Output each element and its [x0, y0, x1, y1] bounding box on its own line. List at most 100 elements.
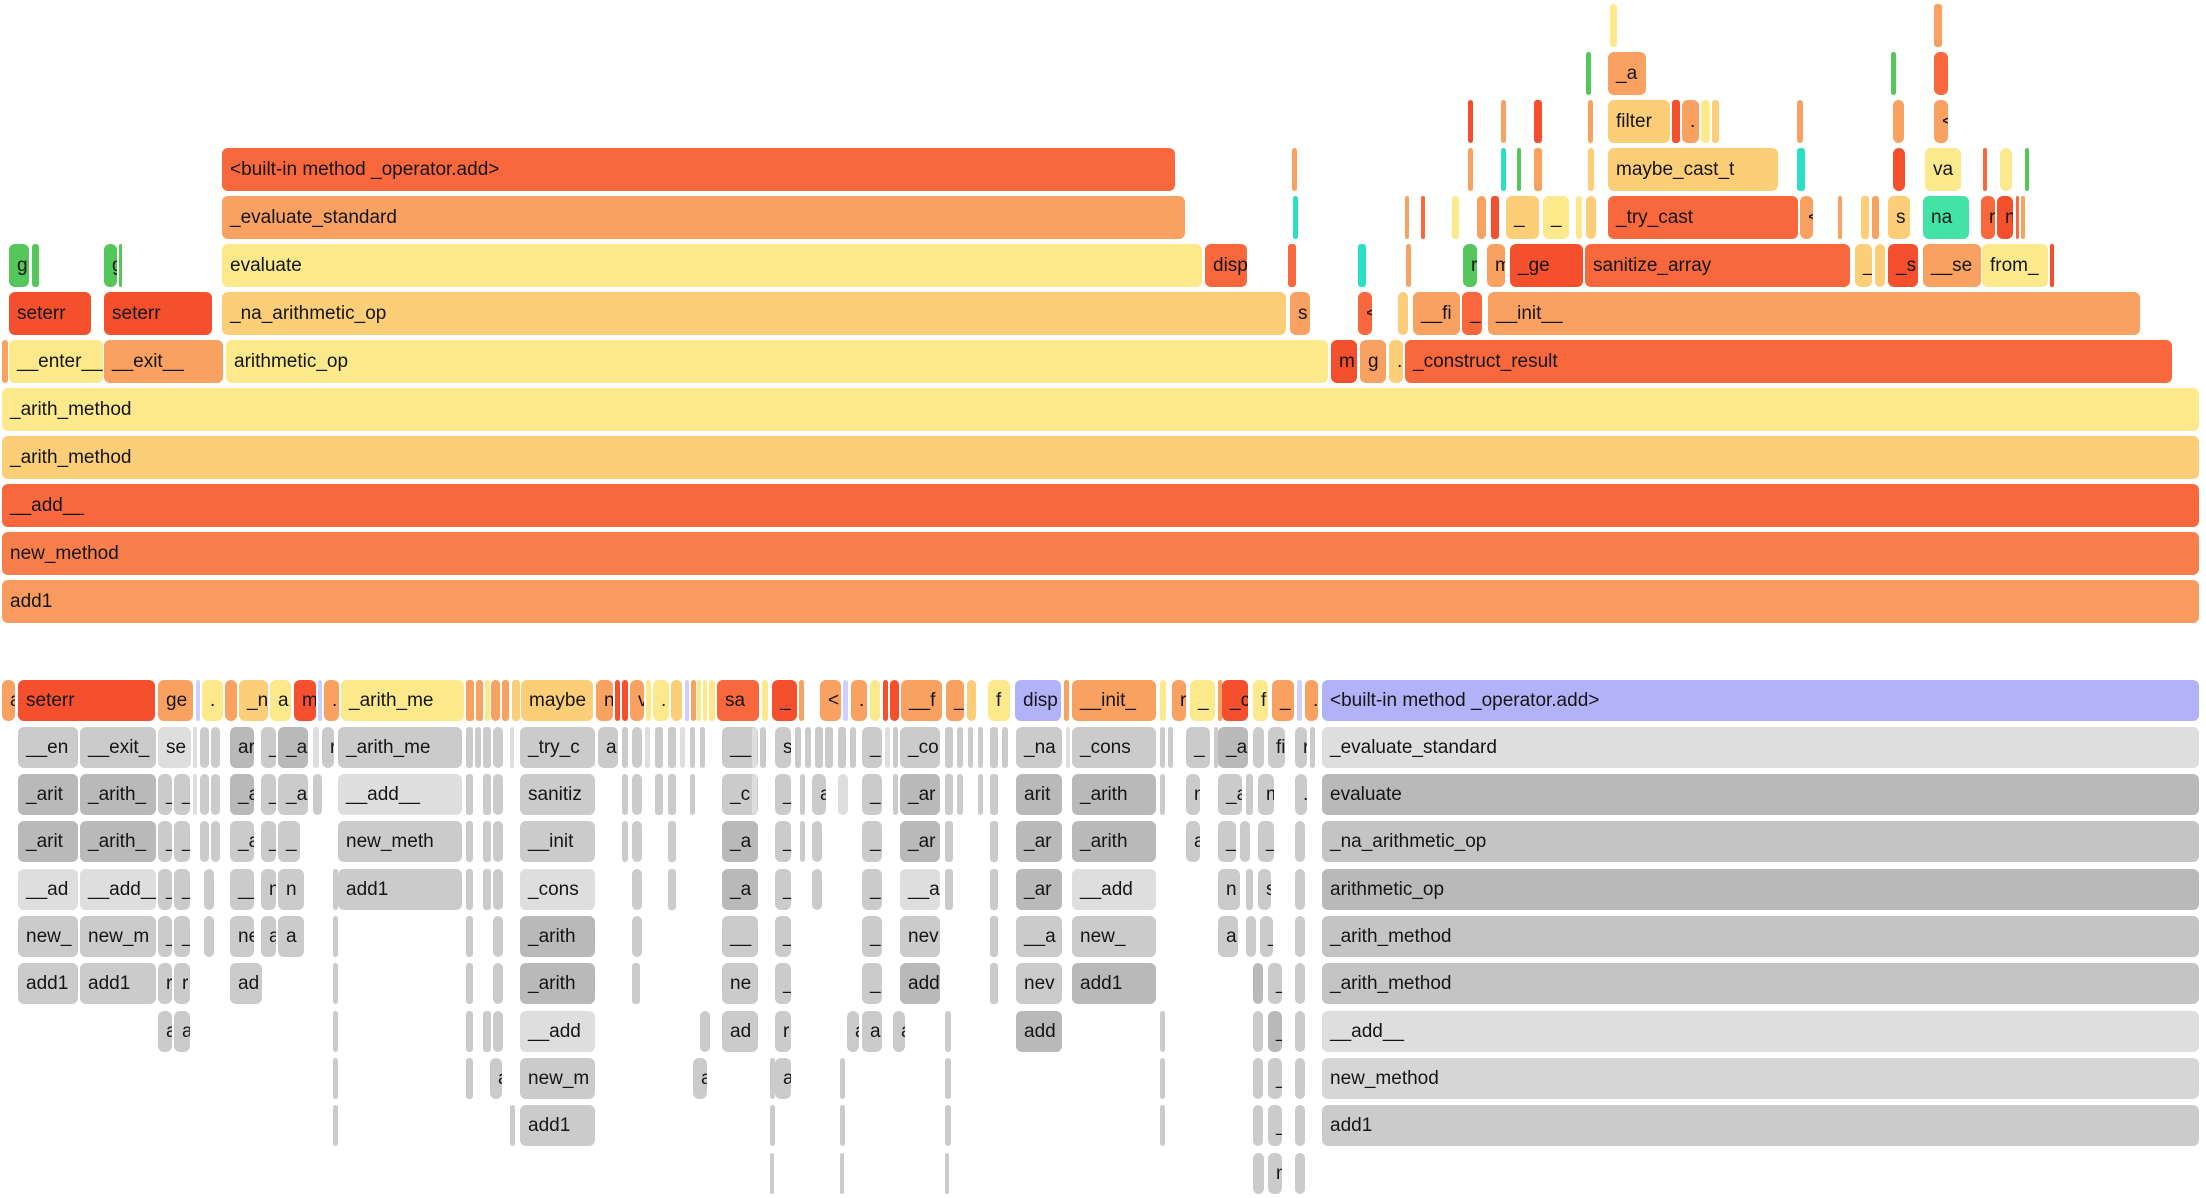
frame-bar[interactable]: s: [1258, 869, 1271, 910]
frame-bar[interactable]: _ar: [1016, 869, 1062, 910]
frame-bar[interactable]: a: [1186, 821, 1200, 862]
frame-bar[interactable]: [493, 869, 503, 910]
frame-bar[interactable]: [313, 774, 322, 815]
frame-bar[interactable]: a: [862, 1011, 882, 1052]
frame-bar[interactable]: [1875, 244, 1885, 287]
frame-sliver[interactable]: [957, 727, 963, 768]
frame-bar[interactable]: [1295, 916, 1305, 957]
frame-sliver[interactable]: [1297, 680, 1302, 721]
frame-sliver[interactable]: [1861, 196, 1869, 239]
frame-bar[interactable]: evaluate: [1322, 774, 2199, 815]
frame-bar[interactable]: a: [598, 727, 618, 768]
frame-sliver[interactable]: [1672, 100, 1680, 143]
frame-sliver[interactable]: [685, 680, 689, 721]
frame-bar[interactable]: _arith_: [80, 821, 156, 862]
frame-bar[interactable]: [200, 774, 209, 815]
frame-bar[interactable]: _ar: [900, 821, 940, 862]
frame-sliver[interactable]: [1610, 4, 1617, 47]
frame-sliver[interactable]: [850, 727, 856, 768]
frame-bar[interactable]: _: [775, 916, 791, 957]
frame-bar[interactable]: [632, 869, 642, 910]
frame-bar[interactable]: [632, 727, 642, 768]
frame-bar[interactable]: _try_cast: [1608, 196, 1798, 239]
frame-bar[interactable]: _: [1543, 196, 1569, 239]
frame-sliver[interactable]: [333, 916, 338, 957]
frame-bar[interactable]: a: [278, 916, 304, 957]
frame-bar[interactable]: [493, 727, 503, 768]
frame-sliver[interactable]: [333, 869, 338, 910]
frame-sliver[interactable]: [1160, 680, 1166, 721]
frame-bar[interactable]: _evaluate_standard: [222, 196, 1185, 239]
frame-bar[interactable]: new_: [1072, 916, 1156, 957]
frame-bar[interactable]: [512, 680, 520, 721]
frame-sliver[interactable]: [1310, 727, 1315, 768]
frame-bar[interactable]: _a: [1218, 774, 1242, 815]
frame-sliver[interactable]: [680, 727, 685, 768]
frame-bar[interactable]: new_m: [80, 916, 156, 957]
frame-sliver[interactable]: [1160, 1105, 1165, 1146]
frame-sliver[interactable]: [333, 1058, 338, 1099]
frame-sliver[interactable]: [885, 727, 890, 768]
frame-bar[interactable]: va: [1925, 148, 1961, 191]
frame-sliver[interactable]: [697, 680, 701, 721]
frame-bar[interactable]: [483, 869, 491, 910]
frame-bar[interactable]: n: [1997, 196, 2013, 239]
frame-sliver[interactable]: [957, 774, 963, 815]
frame-sliver[interactable]: [1421, 196, 1425, 239]
frame-bar[interactable]: [945, 869, 953, 910]
frame-bar[interactable]: _ar: [1016, 821, 1062, 862]
frame-bar[interactable]: _: [862, 774, 882, 815]
frame-sliver[interactable]: [1517, 148, 1521, 191]
frame-bar[interactable]: [990, 869, 998, 910]
frame-bar[interactable]: add: [900, 963, 940, 1004]
frame-bar[interactable]: _a: [278, 727, 308, 768]
frame-bar[interactable]: ne: [230, 916, 254, 957]
frame-bar[interactable]: m: [1331, 340, 1357, 383]
frame-sliver[interactable]: [32, 244, 39, 287]
frame-sliver[interactable]: [890, 680, 899, 721]
frame-bar[interactable]: sanitize_array: [1585, 244, 1850, 287]
frame-bar[interactable]: se: [158, 727, 191, 768]
frame-bar[interactable]: .: [653, 680, 669, 721]
frame-bar[interactable]: _arith: [1072, 821, 1156, 862]
frame-bar[interactable]: [1253, 1105, 1263, 1146]
frame-bar[interactable]: _arit: [18, 774, 78, 815]
frame-bar[interactable]: _: [1190, 680, 1215, 721]
frame-bar[interactable]: _a: [230, 821, 254, 862]
frame-bar[interactable]: _arith_me: [341, 680, 464, 721]
frame-sliver[interactable]: [1293, 196, 1298, 239]
frame-bar[interactable]: [945, 821, 953, 862]
frame-bar[interactable]: n: [596, 680, 613, 721]
frame-bar[interactable]: [990, 916, 998, 957]
frame-sliver[interactable]: [645, 727, 650, 768]
frame-bar[interactable]: __: [722, 916, 758, 957]
frame-bar[interactable]: [668, 727, 676, 768]
frame-bar[interactable]: [211, 727, 220, 768]
frame-bar[interactable]: _: [1272, 680, 1294, 721]
frame-bar[interactable]: m: [1258, 774, 1274, 815]
frame-sliver[interactable]: [1576, 196, 1582, 239]
frame-bar[interactable]: _c: [1222, 680, 1248, 721]
frame-bar[interactable]: [838, 774, 848, 815]
frame-sliver[interactable]: [838, 727, 846, 768]
frame-sliver[interactable]: [1491, 196, 1499, 239]
frame-sliver[interactable]: [800, 774, 805, 815]
frame-bar[interactable]: disp: [1205, 244, 1247, 287]
frame-bar[interactable]: _: [174, 821, 190, 862]
frame-bar[interactable]: [1246, 916, 1256, 957]
frame-bar[interactable]: [668, 774, 676, 815]
frame-bar[interactable]: a: [693, 1058, 707, 1099]
frame-bar[interactable]: .: [1389, 340, 1403, 383]
frame-sliver[interactable]: [805, 727, 811, 768]
frame-bar[interactable]: _ge: [1510, 244, 1583, 287]
frame-sliver[interactable]: [795, 727, 801, 768]
frame-sliver[interactable]: [2050, 244, 2054, 287]
frame-bar[interactable]: __fi: [1413, 292, 1460, 335]
frame-bar[interactable]: _: [1855, 244, 1872, 287]
frame-sliver[interactable]: [1534, 148, 1542, 191]
frame-bar[interactable]: _: [1268, 1011, 1282, 1052]
frame-bar[interactable]: seterr: [104, 292, 212, 335]
frame-bar[interactable]: s: [1290, 292, 1310, 335]
frame-bar[interactable]: _: [946, 680, 964, 721]
frame-bar[interactable]: _a: [1608, 52, 1646, 95]
